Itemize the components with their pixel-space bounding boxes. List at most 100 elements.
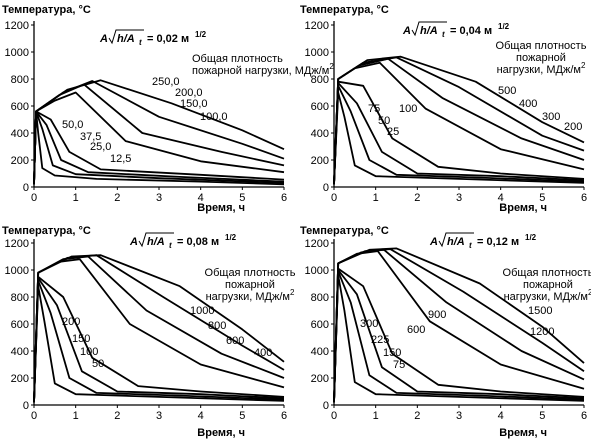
y-tick-label: 400 [11, 346, 29, 358]
curve-label: 200 [564, 121, 582, 133]
curve-label: 1200 [530, 326, 554, 338]
curve-label: 800 [208, 320, 226, 332]
curve-label: 600 [407, 324, 425, 336]
svg-text:1/2: 1/2 [525, 233, 537, 242]
curve-label: 400 [254, 347, 272, 359]
x-tick-label: 2 [114, 410, 120, 422]
y-axis-title: Температура, °C [300, 4, 389, 16]
curve-label: 37,5 [80, 131, 101, 143]
svg-text:t: t [442, 30, 445, 39]
x-tick-label: 5 [539, 192, 545, 204]
curve-label: 50 [378, 115, 390, 127]
x-tick-label: 4 [198, 192, 204, 204]
y-tick-label: 1200 [305, 238, 329, 250]
curve-label: 150 [72, 333, 90, 345]
y-tick-label: 400 [311, 346, 329, 358]
svg-text:нагрузки, МДж/м2: нагрузки, МДж/м2 [206, 288, 295, 303]
y-tick-label: 0 [323, 182, 329, 194]
x-tick-label: 5 [539, 410, 545, 422]
svg-text:h/A: h/A [447, 236, 465, 248]
y-tick-label: 800 [11, 292, 29, 304]
y-tick-label: 1000 [305, 265, 329, 277]
curve-label: 600 [226, 335, 244, 347]
x-axis-title: Время, ч [499, 427, 547, 439]
panel-2: 0 200 400 600 800 1000 1200 0 1 2 3 4 5 6 Температура,… [300, 4, 587, 214]
x-tick-label: 3 [156, 192, 162, 204]
curve-label: 400 [519, 98, 537, 110]
curve-label: 1500 [528, 305, 552, 317]
y-tick-label: 800 [311, 292, 329, 304]
x-tick-label: 3 [456, 410, 462, 422]
curve-label: 25,0 [90, 141, 111, 153]
x-tick-label: 5 [239, 192, 245, 204]
y-tick-label: 400 [11, 128, 29, 140]
panel-1: 0 200 400 600 800 1000 1200 0 1 2 3 4 5 6 Температура,… [2, 4, 334, 214]
curve-label: 225 [371, 334, 389, 346]
y-tick-label: 800 [311, 74, 329, 86]
y-tick-label: 1200 [5, 238, 29, 250]
y-tick-label: 0 [323, 400, 329, 412]
x-tick-label: 4 [498, 410, 504, 422]
x-tick-label: 1 [373, 192, 379, 204]
y-tick-label: 600 [311, 319, 329, 331]
x-tick-label: 1 [373, 410, 379, 422]
y-axis-title: Температура, °C [300, 225, 389, 237]
svg-text:t: t [139, 38, 142, 47]
curve-label: 75 [393, 359, 405, 371]
svg-text:нагрузки, МДж/м2: нагрузки, МДж/м2 [504, 288, 591, 303]
x-tick-label: 1 [73, 192, 79, 204]
y-tick-label: 800 [11, 74, 29, 86]
curve-label: 300 [360, 318, 378, 330]
svg-text:A: A [402, 25, 411, 37]
curve-label: 50 [92, 358, 104, 370]
curve-1000 [33, 254, 285, 403]
curve-label: 50,0 [62, 119, 83, 131]
svg-text:Общая плотность: Общая плотность [205, 267, 296, 279]
y-tick-label: 200 [11, 155, 29, 167]
y-tick-label: 400 [311, 128, 329, 140]
svg-text:1/2: 1/2 [195, 30, 207, 39]
y-tick-label: 200 [11, 373, 29, 385]
svg-text:1/2: 1/2 [498, 22, 510, 31]
y-tick-label: 200 [311, 155, 329, 167]
svg-text:A: A [129, 236, 138, 248]
svg-text:= 0,04 м: = 0,04 м [450, 25, 492, 37]
curve-label: 100 [399, 103, 417, 115]
x-tick-label: 4 [198, 410, 204, 422]
curve-100-0 [33, 91, 285, 185]
y-tick-label: 0 [23, 182, 29, 194]
svg-text:= 0,02 м: = 0,02 м [147, 33, 189, 45]
curve-1500 [333, 247, 585, 403]
curve-label: 500 [498, 85, 516, 97]
x-tick-label: 0 [31, 192, 37, 204]
svg-text:пожарной: пожарной [516, 52, 566, 64]
svg-text:A: A [99, 33, 108, 45]
x-tick-label: 5 [239, 410, 245, 422]
curve-label: 75 [368, 103, 380, 115]
y-tick-label: 1200 [305, 20, 329, 32]
y-tick-label: 1000 [5, 47, 29, 59]
y-axis-title: Температура, °C [2, 4, 91, 16]
svg-text:Общая плотность: Общая плотность [503, 267, 591, 279]
svg-text:пожарной нагрузки, МДж/м2: пожарной нагрузки, МДж/м2 [192, 62, 334, 77]
svg-text:1/2: 1/2 [225, 233, 237, 242]
x-tick-label: 2 [414, 192, 420, 204]
svg-text:h/A: h/A [147, 236, 165, 248]
curve-label: 100 [80, 346, 98, 358]
y-tick-label: 0 [23, 400, 29, 412]
x-tick-label: 3 [156, 410, 162, 422]
y-tick-label: 600 [11, 319, 29, 331]
svg-text:пожарной: пожарной [523, 279, 573, 291]
svg-text:= 0,12 м: = 0,12 м [477, 236, 519, 248]
y-tick-label: 1000 [305, 47, 329, 59]
svg-text:h/A: h/A [117, 33, 135, 45]
